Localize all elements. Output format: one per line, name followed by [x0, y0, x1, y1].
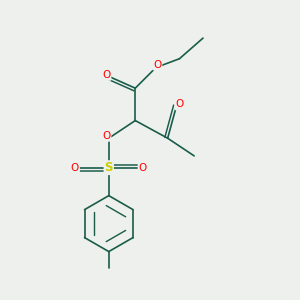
Text: O: O: [71, 163, 79, 173]
Text: O: O: [175, 99, 184, 110]
Text: O: O: [139, 163, 147, 173]
Text: O: O: [102, 70, 110, 80]
Text: O: O: [102, 131, 110, 141]
Text: S: S: [104, 161, 113, 174]
Text: O: O: [153, 60, 161, 70]
